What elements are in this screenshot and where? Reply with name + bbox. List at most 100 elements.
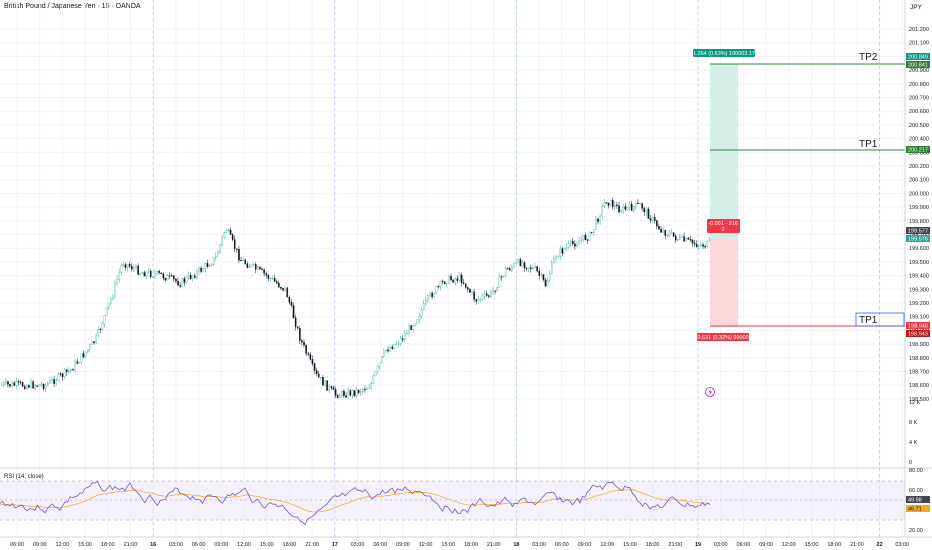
candle-body — [5, 381, 7, 384]
candle-body — [238, 249, 240, 261]
candle-body — [345, 395, 347, 398]
candle-body — [561, 248, 564, 254]
time-tick: 12:00 — [56, 542, 70, 548]
candle-body — [670, 232, 673, 234]
candle-body — [156, 270, 158, 274]
time-tick: 03:00 — [532, 542, 546, 548]
candle-body — [490, 291, 492, 297]
candle-body — [9, 384, 11, 387]
time-tick: 12:00 — [782, 542, 796, 548]
time-tick: 21:00 — [487, 542, 501, 548]
candle-body — [208, 265, 211, 267]
candle-body — [628, 203, 631, 208]
stop-label-bg — [697, 333, 749, 341]
rsi-badge-a-bg — [906, 496, 930, 503]
tp2-badge-a-bg — [906, 53, 930, 60]
time-tick: 16 — [150, 542, 156, 548]
candle-body — [80, 353, 83, 363]
candle-body — [143, 272, 146, 277]
candle-body — [611, 200, 614, 208]
candle-body — [702, 244, 704, 247]
candle-body — [231, 234, 234, 240]
candle-body — [347, 390, 349, 398]
price-tick: 200.200 — [909, 164, 929, 170]
target-label: 1.264 (0.63%) 100003.17 — [693, 51, 755, 57]
candle-body — [540, 274, 543, 276]
candle-body — [112, 295, 114, 300]
candle-body — [189, 274, 192, 279]
candle-body — [254, 264, 257, 270]
price-tick: 199.500 — [909, 260, 929, 266]
candle-body — [324, 380, 326, 386]
candle-body — [84, 351, 87, 358]
candle-body — [225, 230, 228, 233]
time-tick: 09:00 — [214, 542, 228, 548]
candle-body — [383, 350, 385, 357]
candle-body — [681, 236, 683, 238]
candle-body — [380, 356, 383, 363]
candle-body — [124, 264, 127, 268]
price-tick: 198.800 — [909, 356, 929, 362]
price-axis[interactable]: 201.200201.100201.000200.900200.800200.7… — [909, 27, 929, 403]
candle-body — [103, 314, 106, 324]
candle-body — [122, 264, 125, 266]
candle-body — [301, 340, 303, 343]
candle-body — [233, 239, 236, 249]
candle-body — [496, 287, 499, 292]
tp1-text: TP1 — [859, 139, 878, 150]
candle-body — [437, 286, 440, 288]
candle-body — [120, 265, 123, 273]
target-zone[interactable] — [710, 64, 738, 239]
candle-body — [204, 263, 207, 269]
candle-body — [357, 389, 360, 393]
candle-body — [32, 381, 34, 389]
candle-body — [265, 273, 268, 276]
candle-body — [38, 384, 41, 387]
candle-body — [609, 200, 612, 206]
time-tick: 22 — [877, 542, 883, 548]
candle-body — [202, 268, 205, 272]
price-tick: 200.300 — [909, 150, 929, 156]
candle-body — [517, 259, 520, 263]
time-tick: 17 — [332, 542, 338, 548]
stop-zone[interactable] — [710, 239, 738, 327]
time-axis[interactable]: 06:00 09:00 12:00 15:00 18:00 21:00 16 03:00 06:… — [10, 542, 909, 548]
time-tick: 09:00 — [396, 542, 410, 548]
candle-body — [278, 283, 280, 288]
candle-body — [555, 256, 557, 259]
tp1-low-box[interactable] — [855, 312, 905, 327]
candle-body — [179, 284, 181, 287]
candle-body — [677, 239, 679, 241]
candle-body — [341, 390, 343, 396]
last-badge-b-bg — [906, 235, 930, 242]
price-tick: 199.800 — [909, 219, 929, 225]
candle-body — [154, 273, 156, 277]
candle-body — [313, 363, 316, 371]
candle-body — [19, 381, 22, 383]
candle-body — [162, 273, 165, 279]
lightning-icon[interactable] — [705, 387, 715, 397]
candle-body — [49, 380, 51, 384]
candle-body — [695, 244, 698, 247]
candle-body — [425, 299, 427, 304]
candle-body — [271, 278, 274, 280]
tp1-badge-bg — [906, 146, 930, 153]
time-tick: 18:00 — [101, 542, 115, 548]
candle-body — [175, 278, 177, 282]
candle-body — [158, 270, 160, 273]
candle-body — [441, 280, 444, 283]
candle-body — [630, 203, 633, 211]
candle-body — [446, 283, 448, 285]
time-tick: 06:00 — [373, 542, 387, 548]
candle-body — [2, 382, 5, 386]
candle-body — [366, 388, 368, 390]
candle-body — [416, 319, 419, 324]
candle-body — [674, 236, 677, 241]
time-tick: 15:00 — [441, 542, 455, 548]
price-tick: 198.600 — [909, 383, 929, 389]
time-tick: 09:00 — [33, 542, 47, 548]
rsi-badge-a: 49.98 — [908, 498, 922, 504]
price-tick: 199.600 — [909, 246, 929, 252]
